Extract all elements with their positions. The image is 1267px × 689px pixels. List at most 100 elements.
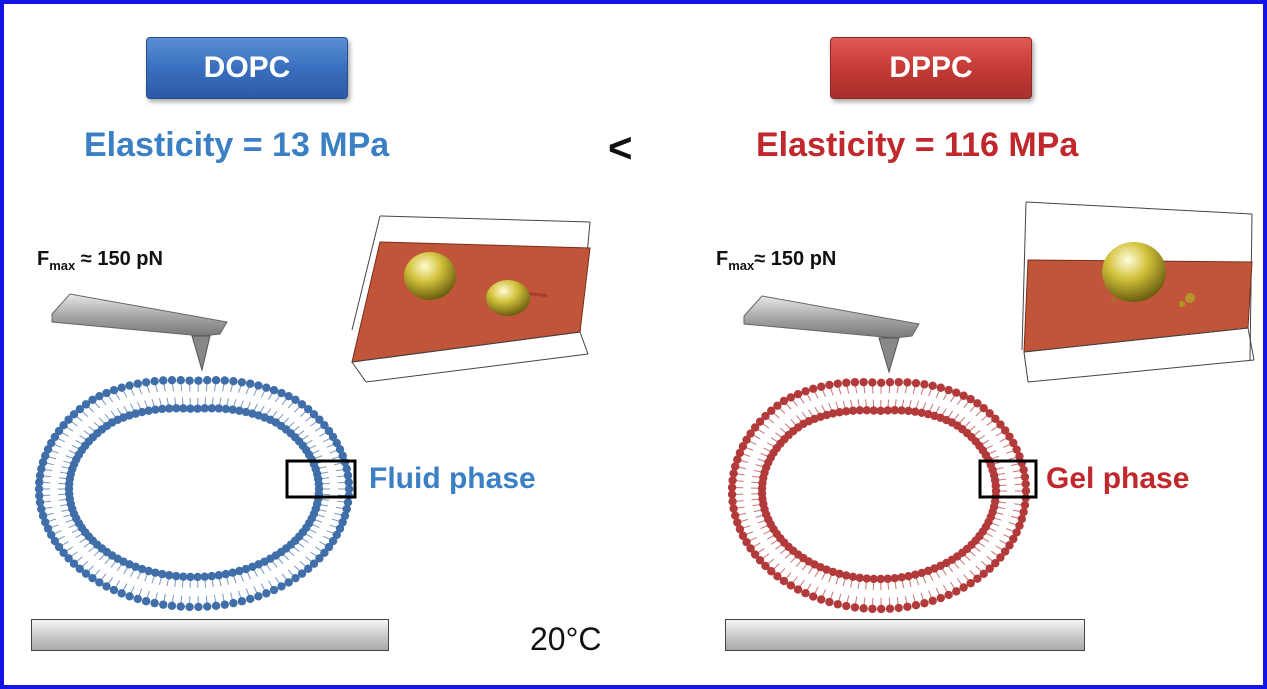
lipid-head — [869, 406, 878, 415]
lipid-head — [35, 478, 44, 487]
lipid-head — [200, 404, 209, 413]
lipid-head — [315, 554, 324, 563]
lipid-head — [133, 594, 142, 604]
lipid-head — [269, 385, 279, 395]
lipid-head — [164, 571, 174, 580]
lipid-head — [137, 407, 147, 417]
lipid-head — [848, 572, 858, 581]
lipid-head — [229, 598, 238, 608]
lipid-head — [35, 491, 44, 500]
lipid-head — [923, 566, 933, 576]
lipid-head — [876, 406, 885, 416]
lipid-head — [344, 478, 353, 487]
lipid-head — [859, 377, 868, 387]
lipid-head — [727, 483, 737, 492]
lipid-head — [43, 524, 53, 533]
lipid-head — [64, 415, 73, 424]
lipid-head — [277, 388, 286, 398]
dopc-label: DOPC — [146, 37, 348, 99]
substrate-icon — [725, 619, 1085, 651]
lipid-head — [332, 438, 341, 448]
zoom-box — [978, 459, 1038, 499]
lipid-head — [207, 571, 216, 581]
dopc-elasticity: Elasticity = 13 MPa — [84, 126, 390, 164]
lipid-head — [158, 569, 167, 579]
lipid-head — [728, 476, 737, 485]
lipid-head — [133, 379, 142, 388]
lipid-head — [985, 409, 994, 418]
lipid-head — [755, 556, 765, 565]
lipid-head — [297, 569, 307, 578]
lipid-head — [314, 479, 323, 489]
lipid-head — [920, 380, 929, 389]
lipid-head — [944, 590, 953, 600]
lipid-head — [855, 573, 865, 583]
lipid-head — [928, 596, 937, 606]
lipid-head — [841, 407, 851, 416]
lipid-head — [850, 378, 860, 387]
lipid-head — [167, 601, 177, 610]
lipid-head — [979, 569, 988, 579]
lipid-head — [911, 378, 921, 388]
lipid-head — [59, 548, 68, 557]
lipid-head — [131, 409, 140, 418]
lipid-head — [731, 462, 740, 471]
force-value: ≈ 150 pN — [75, 248, 163, 270]
lipid-head — [952, 587, 961, 596]
lipid-head — [338, 451, 347, 460]
force-label-right: Fmax≈ 150 pN — [716, 248, 836, 273]
lipid-head — [158, 404, 167, 414]
lipid-head — [172, 404, 181, 413]
lipid-head — [185, 602, 194, 612]
lipid-head — [38, 511, 48, 520]
lipid-head — [883, 574, 892, 583]
lipid-head — [343, 498, 353, 507]
lipid-head — [179, 572, 188, 581]
force-subscript: max — [49, 258, 76, 273]
lipid-head — [833, 379, 842, 388]
lipid-head — [841, 571, 851, 580]
lipid-head — [833, 600, 842, 609]
lipid-head — [897, 406, 906, 415]
lipid-head — [151, 568, 160, 577]
lipid-head — [966, 579, 975, 588]
dppc-label: DPPC — [830, 37, 1032, 99]
lipid-head — [81, 569, 91, 578]
lipid-head — [81, 400, 91, 409]
lipid-head — [328, 536, 338, 546]
lipid-head — [817, 382, 826, 391]
lipid-head — [817, 595, 826, 604]
lipid-head — [917, 408, 926, 418]
lipid-head — [159, 600, 168, 609]
lipid-head — [309, 559, 319, 568]
lipid-head — [842, 378, 851, 387]
lipid-head — [897, 573, 906, 582]
lipid-head — [773, 572, 782, 581]
lipid-head — [767, 406, 776, 415]
lipid-head — [779, 576, 789, 586]
fluid-phase-label: Fluid phase — [369, 462, 536, 495]
lipid-head — [167, 375, 177, 385]
lipid-head — [150, 377, 159, 386]
lipid-head — [773, 401, 782, 410]
lipid-head — [733, 518, 742, 527]
lipid-head — [35, 498, 45, 507]
lipid-head — [801, 588, 810, 598]
lipid-head — [203, 376, 212, 385]
lipid-head — [903, 602, 912, 611]
lipid-head — [141, 378, 151, 387]
lipid-head — [109, 385, 119, 395]
lipid-head — [211, 375, 221, 385]
lipid-head — [41, 451, 50, 460]
lipid-head — [151, 405, 160, 414]
lipid-head — [43, 445, 53, 454]
lipid-head — [936, 593, 945, 603]
lipid-head — [241, 407, 251, 417]
lipid-head — [176, 602, 185, 611]
lipid-head — [727, 490, 737, 499]
lipid-head — [809, 592, 818, 601]
force-subscript: max — [728, 258, 755, 273]
lipid-head — [291, 573, 300, 583]
lipid-head — [229, 377, 238, 386]
